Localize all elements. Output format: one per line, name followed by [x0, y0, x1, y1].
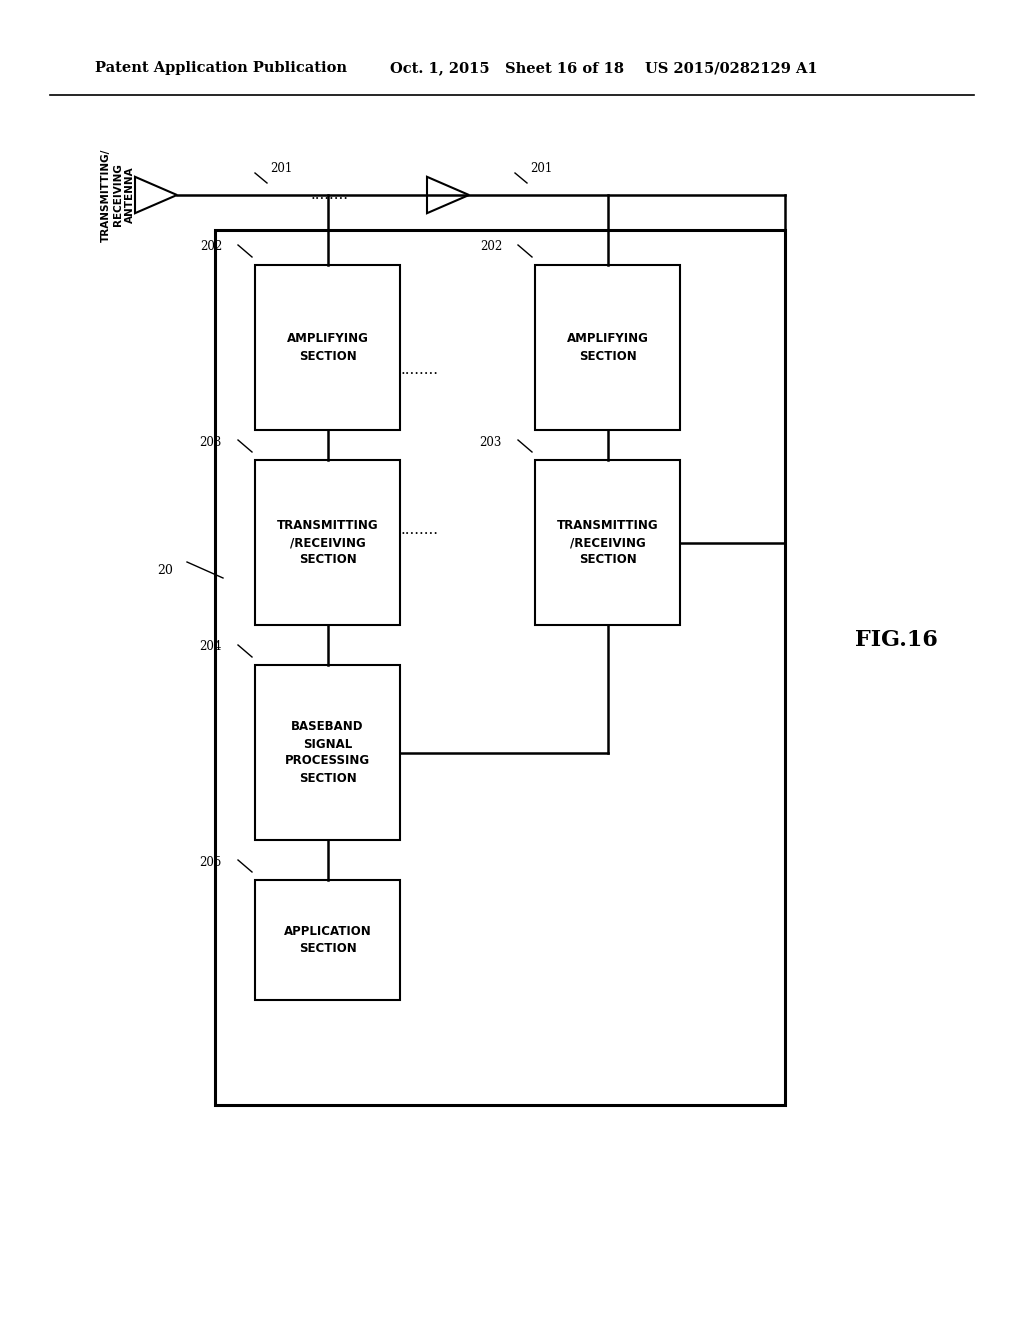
Text: 20: 20	[157, 564, 173, 577]
Text: US 2015/0282129 A1: US 2015/0282129 A1	[645, 61, 817, 75]
Text: FIG.16: FIG.16	[855, 630, 938, 651]
Text: 203: 203	[200, 436, 222, 449]
Text: TRANSMITTING
/RECEIVING
SECTION: TRANSMITTING /RECEIVING SECTION	[557, 519, 658, 566]
Bar	[255, 459, 400, 624]
Text: 203: 203	[479, 436, 502, 449]
Bar	[255, 265, 400, 430]
Text: AMPLIFYING
SECTION: AMPLIFYING SECTION	[566, 333, 648, 363]
Bar	[535, 265, 680, 430]
Text: AMPLIFYING
SECTION: AMPLIFYING SECTION	[287, 333, 369, 363]
Text: 202: 202	[480, 240, 502, 253]
Bar	[215, 230, 785, 1105]
Text: BASEBAND
SIGNAL
PROCESSING
SECTION: BASEBAND SIGNAL PROCESSING SECTION	[285, 721, 370, 784]
Text: 204: 204	[200, 640, 222, 653]
Text: 201: 201	[270, 161, 292, 174]
Text: 202: 202	[200, 240, 222, 253]
Text: ........: ........	[401, 363, 439, 378]
Text: TRANSMITTING
/RECEIVING
SECTION: TRANSMITTING /RECEIVING SECTION	[276, 519, 378, 566]
Text: APPLICATION
SECTION: APPLICATION SECTION	[284, 925, 372, 954]
Text: 201: 201	[530, 161, 552, 174]
Bar	[535, 459, 680, 624]
Text: Oct. 1, 2015   Sheet 16 of 18: Oct. 1, 2015 Sheet 16 of 18	[390, 61, 624, 75]
Text: ........: ........	[401, 523, 439, 537]
Text: ........: ........	[311, 187, 349, 202]
Text: TRANSMITTING/
RECEIVING
ANTENNA: TRANSMITTING/ RECEIVING ANTENNA	[100, 148, 135, 242]
Bar	[255, 665, 400, 840]
Text: Patent Application Publication: Patent Application Publication	[95, 61, 347, 75]
Text: 205: 205	[200, 855, 222, 869]
Bar	[255, 880, 400, 1001]
